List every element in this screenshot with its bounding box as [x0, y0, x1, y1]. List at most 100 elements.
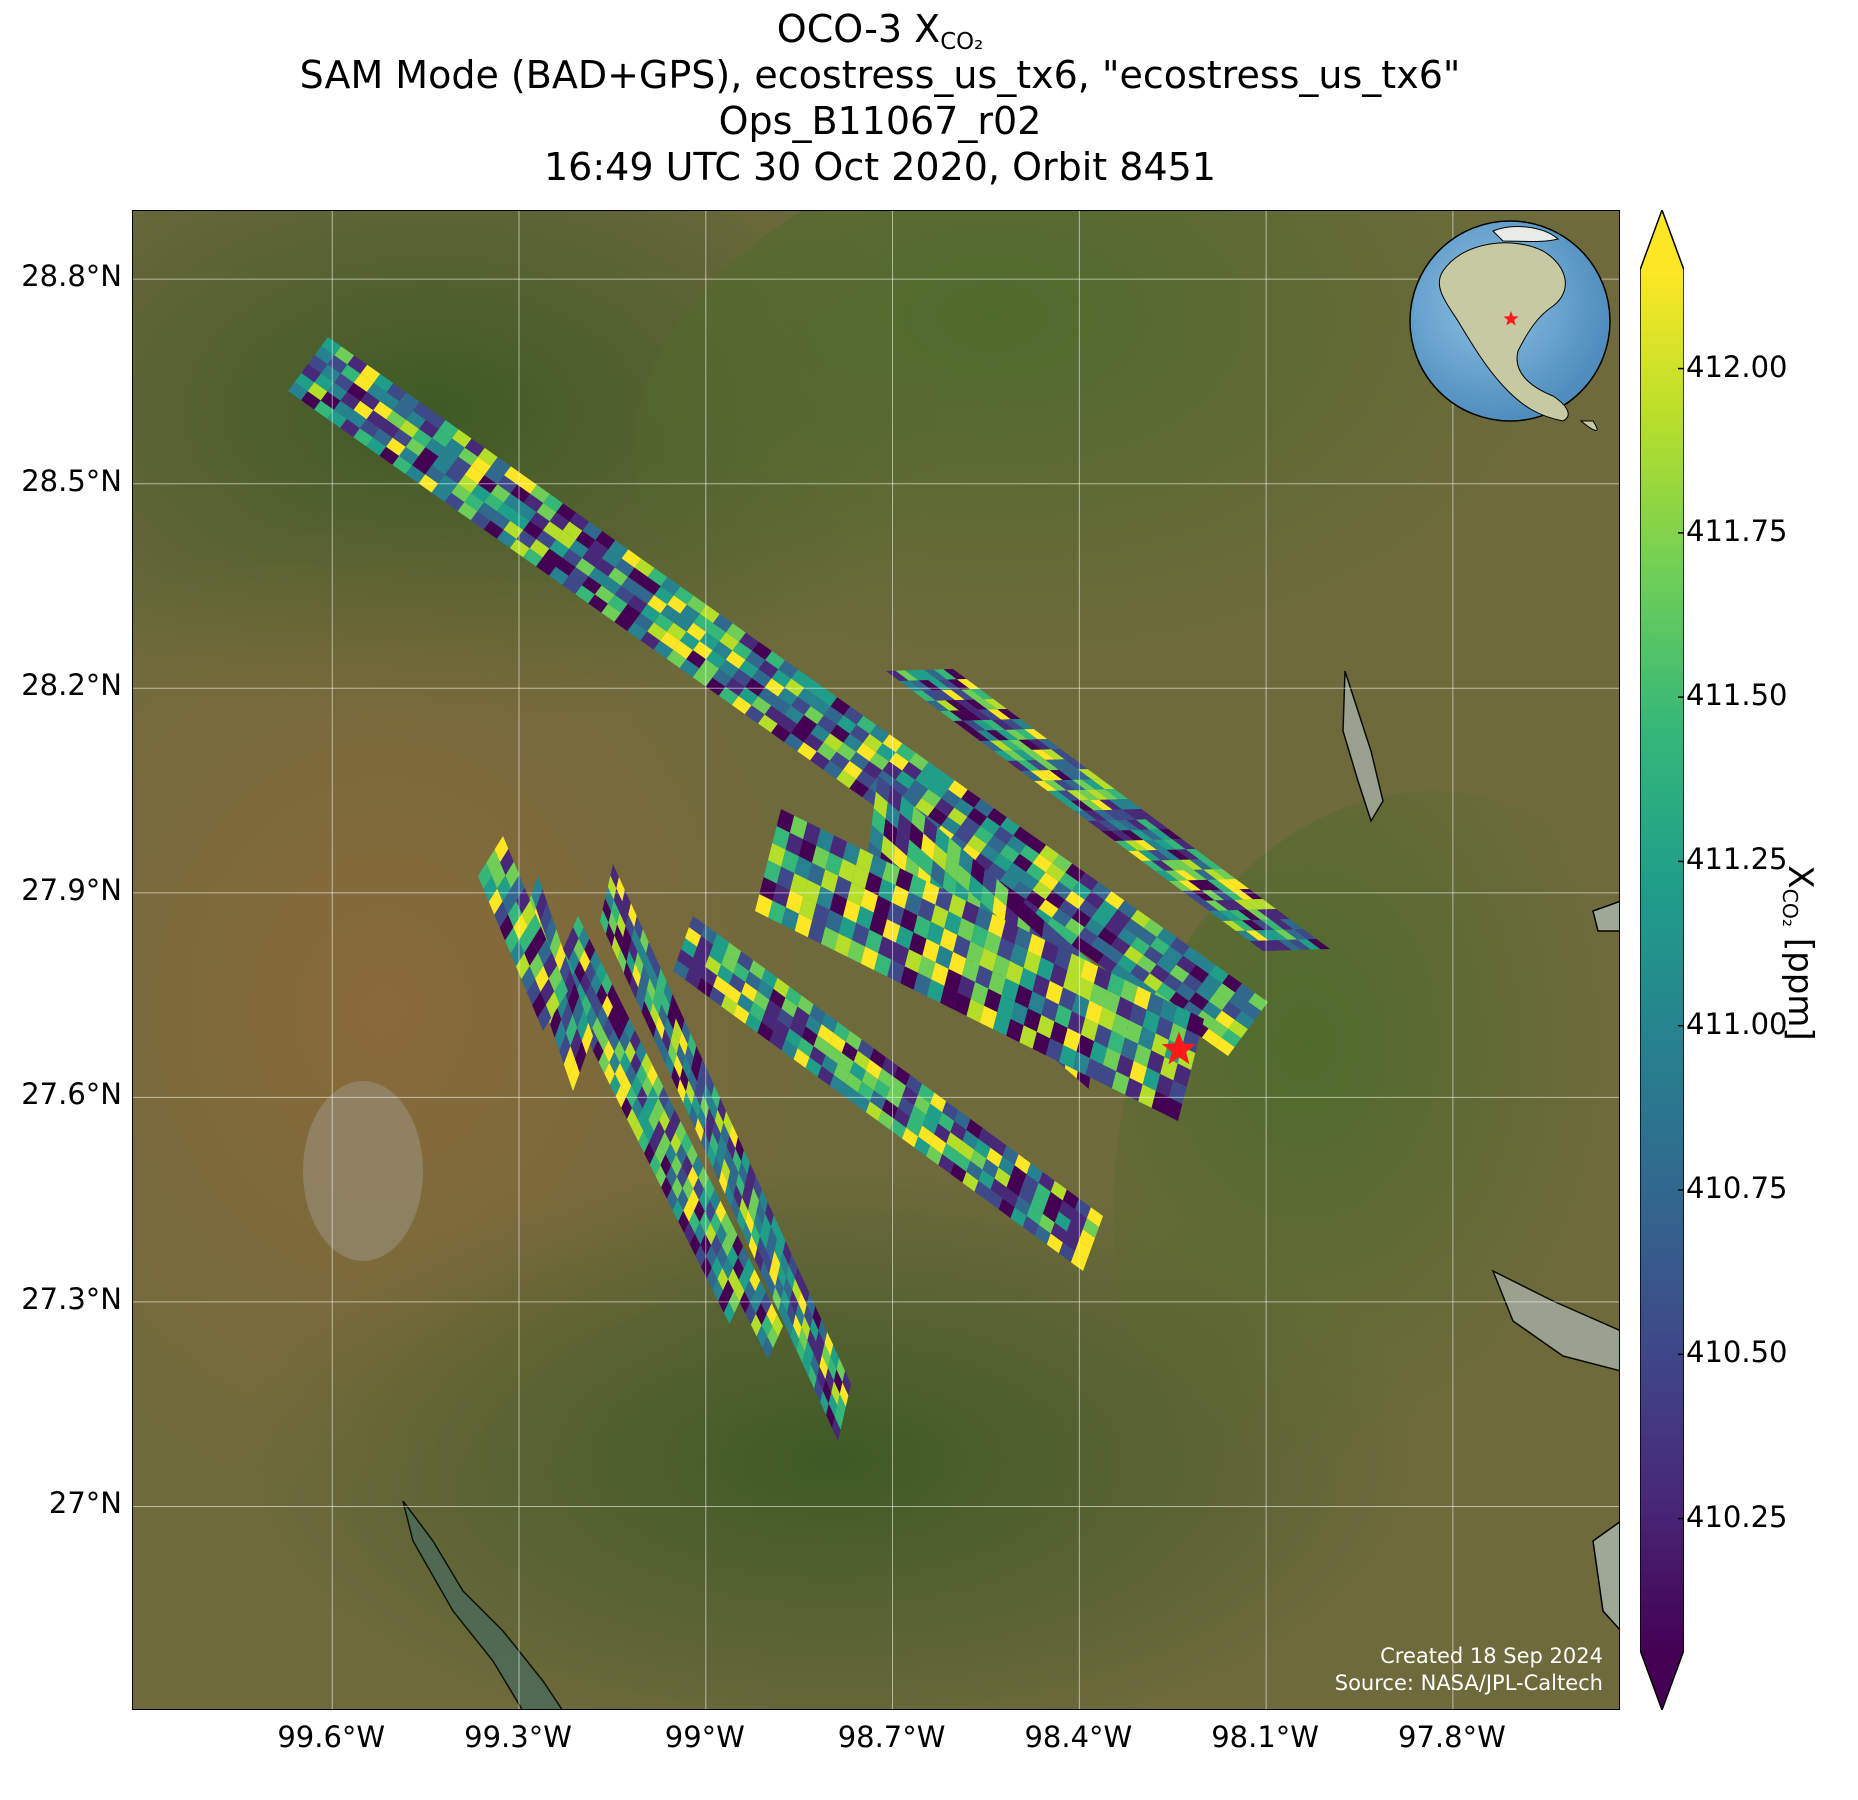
- sounding-footprint: [856, 770, 876, 789]
- sounding-footprint: [793, 1314, 802, 1339]
- sounding-footprint: [1049, 769, 1073, 781]
- sounding-footprint: [607, 1006, 619, 1030]
- sounding-footprint: [488, 888, 503, 915]
- sounding-footprint: [1091, 936, 1111, 955]
- sounding-footprint: [497, 475, 518, 494]
- sounding-footprint: [1072, 1051, 1090, 1076]
- sounding-footprint: [677, 1188, 689, 1211]
- sounding-footprint: [817, 1024, 834, 1044]
- sounding-footprint: [950, 1162, 967, 1183]
- sounding-footprint: [967, 807, 988, 826]
- sounding-footprint: [575, 530, 596, 549]
- figure-title: OCO-3 XCO₂ SAM Mode (BAD+GPS), ecostress…: [0, 6, 1760, 190]
- sounding-footprint: [1212, 869, 1236, 880]
- sounding-footprint: [732, 668, 752, 687]
- sounding-footprint: [496, 529, 517, 548]
- north-america-landmass: [1438, 242, 1569, 422]
- sounding-footprint: [1054, 1211, 1071, 1232]
- sounding-footprint: [986, 1147, 1003, 1168]
- sounding-footprint: [604, 1062, 615, 1085]
- sounding-footprint: [1149, 964, 1170, 983]
- sounding-footprint: [360, 391, 380, 411]
- sounding-footprint: [1062, 1189, 1079, 1210]
- sounding-footprint: [471, 484, 491, 503]
- sounding-footprint: [887, 902, 905, 926]
- sounding-footprint: [694, 1199, 705, 1223]
- sounding-footprint: [751, 1223, 760, 1248]
- sounding-footprint: [673, 960, 690, 980]
- sounding-footprint: [688, 1068, 698, 1094]
- sounding-footprint: [457, 502, 478, 521]
- sounding-footprint: [308, 355, 328, 374]
- sounding-footprint: [754, 1211, 763, 1237]
- sounding-footprint: [914, 798, 935, 817]
- sounding-footprint: [379, 419, 400, 438]
- sounding-footprint: [967, 835, 987, 854]
- sounding-footprint: [881, 835, 896, 863]
- sounding-footprint: [656, 1015, 665, 1040]
- sounding-footprint: [1180, 859, 1204, 870]
- sounding-footprint: [1199, 859, 1223, 870]
- sounding-footprint: [1103, 809, 1127, 821]
- sounding-footprint: [629, 938, 638, 964]
- sounding-footprint: [659, 1131, 671, 1154]
- sounding-footprint: [1168, 880, 1192, 891]
- sounding-footprint: [739, 1197, 748, 1222]
- sounding-footprint: [839, 1382, 849, 1407]
- sounding-footprint: [1035, 759, 1059, 771]
- sounding-footprint: [580, 994, 592, 1017]
- map-panel[interactable]: Created 18 Sep 2024 Source: NASA/JPL-Cal…: [132, 210, 1620, 1710]
- sounding-footprint: [1022, 1215, 1039, 1236]
- sounding-footprint: [986, 1189, 1003, 1210]
- sounding-footprint: [655, 1165, 667, 1188]
- sounding-footprint: [725, 984, 742, 1005]
- sounding-footprint: [683, 1199, 694, 1222]
- sounding-footprint: [881, 1057, 898, 1077]
- sounding-footprint: [641, 576, 661, 596]
- sounding-footprint: [812, 845, 830, 870]
- sounding-footprint: [865, 929, 883, 954]
- sounding-footprint: [1014, 984, 1033, 1009]
- sounding-footprint: [934, 771, 955, 790]
- sounding-footprint: [1014, 729, 1038, 740]
- sounding-footprint: [843, 706, 864, 725]
- sounding-footprint: [759, 1224, 769, 1250]
- sounding-footprint: [778, 687, 798, 706]
- sounding-footprint: [563, 1046, 576, 1078]
- sounding-footprint: [698, 1166, 709, 1189]
- sounding-footprint: [1010, 1001, 1028, 1026]
- sounding-footprint: [1166, 849, 1190, 860]
- sounding-footprint: [1287, 939, 1311, 950]
- sounding-footprint: [838, 916, 857, 940]
- sounding-footprint: [842, 841, 861, 866]
- sounding-footprint: [359, 419, 380, 438]
- sounding-footprint: [820, 869, 839, 893]
- sounding-footprint: [622, 890, 631, 915]
- sounding-footprint: [764, 705, 785, 724]
- sounding-footprint: [644, 989, 653, 1014]
- sounding-footprint: [973, 853, 994, 872]
- sounding-footprint: [930, 860, 945, 888]
- sounding-footprint: [505, 927, 519, 954]
- xco2-soundings: [288, 337, 1330, 1441]
- sounding-footprint: [624, 1040, 636, 1064]
- sounding-footprint: [857, 1039, 874, 1060]
- sounding-footprint: [1125, 1077, 1143, 1102]
- sounding-footprint: [1157, 849, 1181, 861]
- sounding-footprint: [753, 1176, 762, 1201]
- sounding-footprint: [592, 1039, 604, 1063]
- sounding-footprint: [869, 752, 890, 771]
- sounding-footprint: [947, 837, 962, 865]
- sounding-footprint: [958, 1140, 975, 1161]
- sounding-footprint: [890, 1118, 907, 1139]
- sounding-footprint: [993, 853, 1013, 872]
- sounding-footprint: [894, 1066, 911, 1086]
- sounding-footprint: [641, 1052, 652, 1076]
- sounding-footprint: [771, 669, 792, 688]
- sounding-footprint: [458, 447, 478, 466]
- sounding-footprint: [629, 974, 639, 999]
- sounding-footprint: [794, 913, 813, 938]
- sounding-footprint: [897, 812, 912, 840]
- sounding-footprint: [731, 696, 752, 715]
- sounding-footprint: [768, 843, 786, 867]
